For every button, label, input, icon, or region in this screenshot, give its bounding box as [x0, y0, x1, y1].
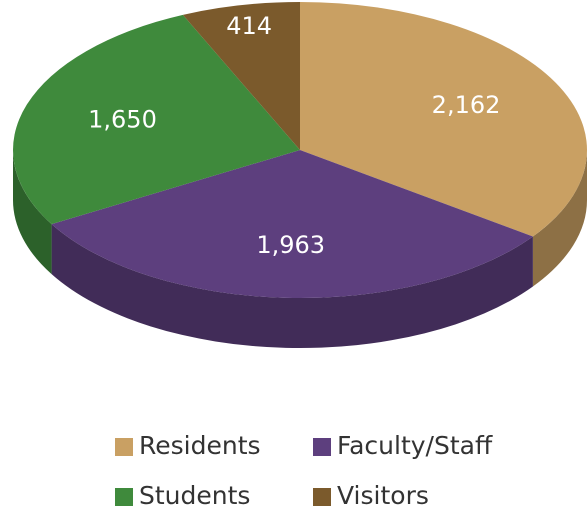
- slice-side: [13, 150, 52, 275]
- value-label: 1,963: [256, 231, 325, 259]
- legend-swatch: [313, 438, 331, 456]
- legend-swatch: [115, 438, 133, 456]
- slice-side: [51, 224, 533, 349]
- slice: [12, 14, 300, 225]
- slice: [182, 2, 300, 150]
- value-label: 414: [226, 12, 272, 40]
- slice-side: [532, 150, 587, 287]
- slice: [300, 2, 587, 237]
- legend-label: Visitors: [337, 481, 429, 510]
- legend-swatch: [313, 488, 331, 506]
- legend-swatch: [115, 488, 133, 506]
- value-label: 2,162: [432, 91, 501, 119]
- value-label: 1,650: [88, 105, 157, 133]
- legend-label: Students: [139, 481, 250, 510]
- legend-label: Residents: [139, 431, 261, 460]
- legend-label: Faculty/Staff: [337, 431, 493, 460]
- slice: [51, 150, 533, 298]
